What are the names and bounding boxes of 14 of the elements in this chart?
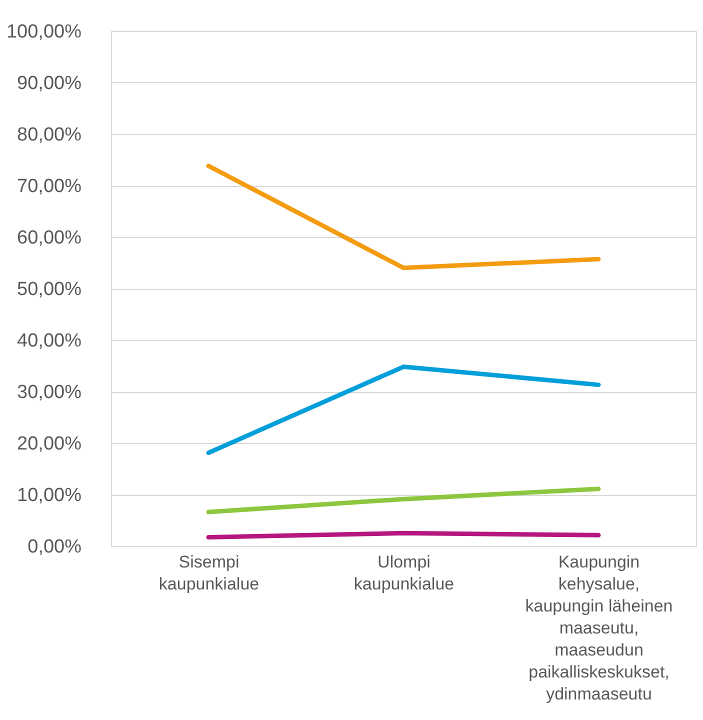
y-tick-label: 40,00% <box>17 330 82 352</box>
y-tick-label: 50,00% <box>17 279 82 300</box>
y-tick-label: 30,00% <box>17 382 82 403</box>
x-tick-label: Sisempi kaupunkialue <box>158 552 260 594</box>
y-tick-label: 70,00% <box>17 176 82 197</box>
y-tick-label: 0,00% <box>28 536 82 558</box>
y-tick-label: 80,00% <box>17 124 82 146</box>
y-tick-label: 10,00% <box>17 485 82 506</box>
y-tick-label: 90,00% <box>17 73 82 94</box>
y-tick-label: 60,00% <box>17 228 82 248</box>
y-tick-label: 20,00% <box>17 434 82 454</box>
x-tick-label: Ulompi kaupunkialue <box>354 552 454 594</box>
y-tick-label: 100,00% <box>6 22 82 42</box>
x-tick-label: Kaupungin kehysalue, kaupungin läheinen maaseutu, maaseudun paikalliskeskukset, ydinmaaseutu <box>525 552 673 704</box>
